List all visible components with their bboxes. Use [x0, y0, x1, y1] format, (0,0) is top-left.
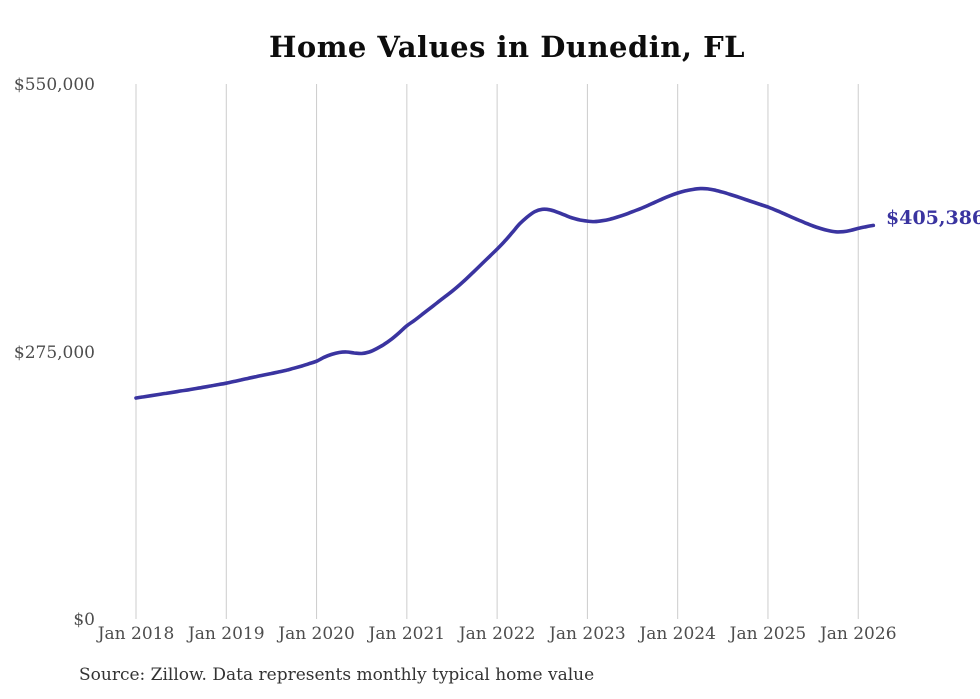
x-axis-label: Jan 2024: [639, 624, 716, 644]
chart-title: Home Values in Dunedin, FL: [268, 30, 746, 64]
x-axis-label: Jan 2022: [458, 624, 536, 644]
x-axis-label: Jan 2019: [187, 624, 265, 644]
x-axis-label: Jan 2025: [729, 624, 807, 644]
y-axis-label-0: $0: [73, 610, 95, 630]
x-axis-label: Jan 2020: [278, 624, 355, 644]
source-note: Source: Zillow. Data represents monthly …: [79, 665, 595, 685]
gridlines: [135, 84, 859, 619]
home-value-line: [134, 186, 876, 400]
latest-value-label: $405,386: [886, 207, 980, 229]
x-axis-label: Jan 2026: [819, 624, 897, 644]
y-axis-label-275000: $275,000: [13, 343, 95, 363]
y-axis-label-550000: $550,000: [13, 75, 95, 95]
x-axis-label: Jan 2023: [549, 624, 626, 644]
x-axis-label: Jan 2021: [368, 624, 446, 644]
x-axis-label: Jan 2018: [97, 624, 175, 644]
